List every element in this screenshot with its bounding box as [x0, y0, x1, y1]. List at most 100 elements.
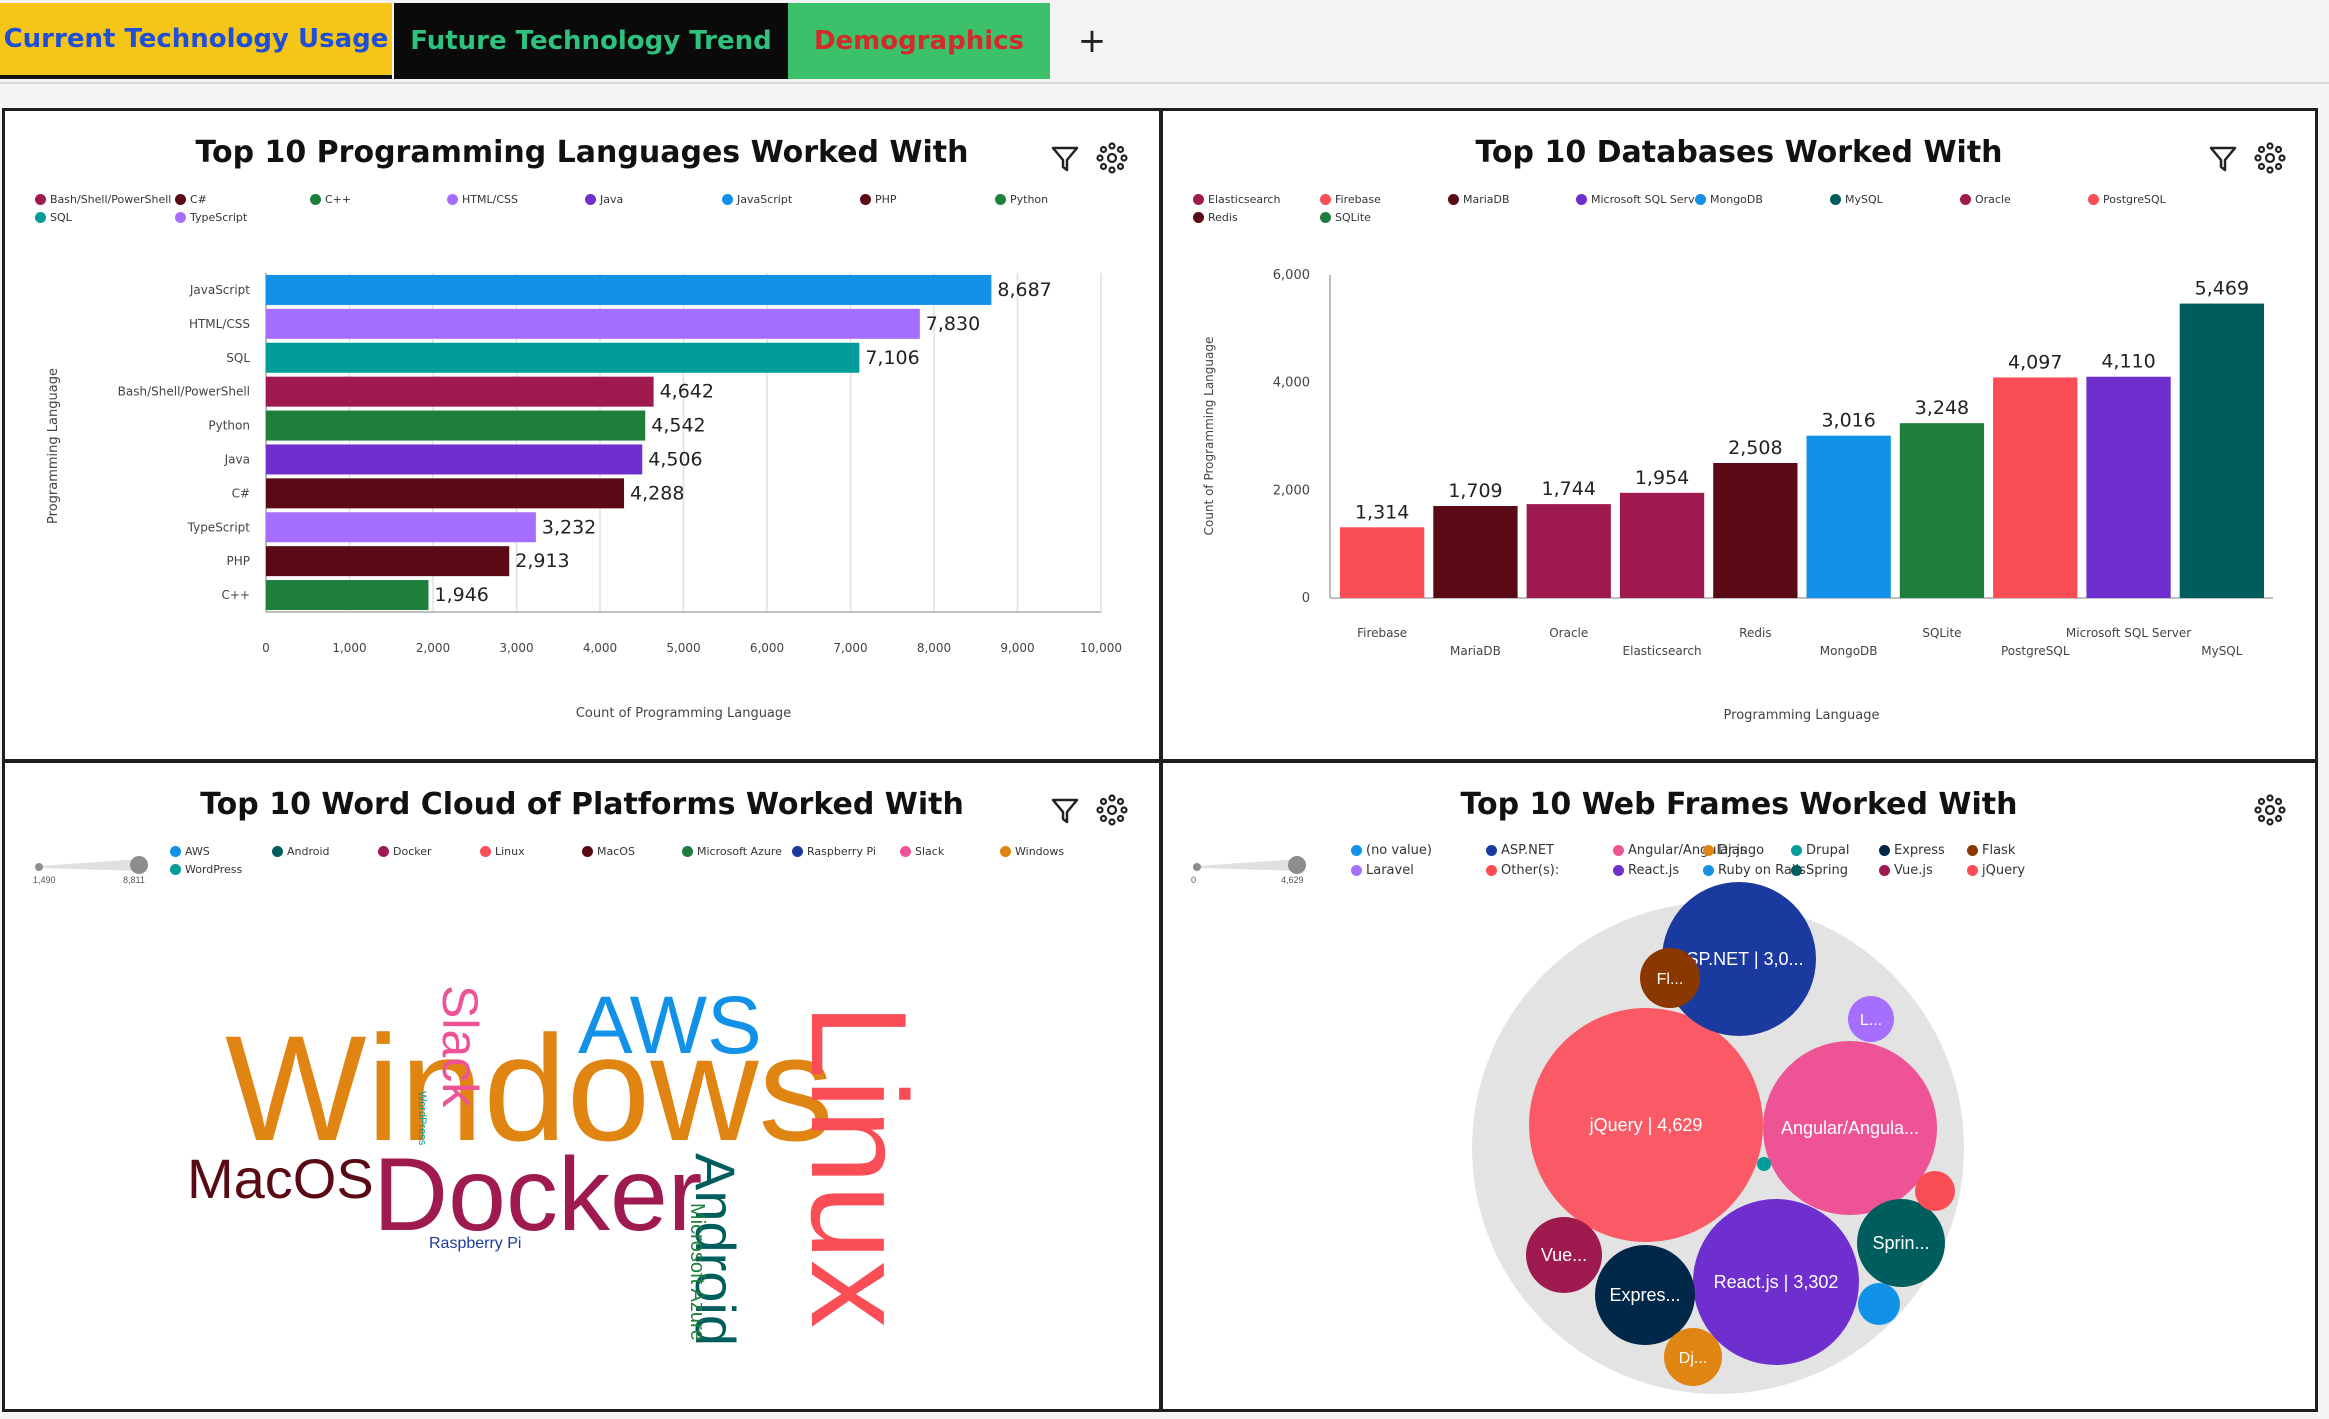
- legend-item-react-js[interactable]: React.js: [1613, 863, 1679, 878]
- legend-item-c[interactable]: C++: [310, 193, 351, 206]
- bubble-item-12[interactable]: [1757, 1157, 1771, 1171]
- settings-cluster-icon[interactable]: [2253, 793, 2287, 827]
- settings-cluster-icon[interactable]: [1095, 141, 1129, 175]
- legend-item-android[interactable]: Android: [272, 845, 330, 858]
- legend-item-typescript[interactable]: TypeScript: [175, 211, 247, 224]
- legend-item-drupal[interactable]: Drupal: [1791, 843, 1849, 858]
- bar-microsoft-sql-server[interactable]: [2086, 376, 2171, 598]
- legend-item-django[interactable]: Django: [1703, 843, 1764, 858]
- bar-elasticsearch[interactable]: [1619, 492, 1705, 598]
- bubble-expres[interactable]: [1595, 1245, 1695, 1345]
- word-microsoft-azure[interactable]: Microsoft Azure: [686, 1203, 708, 1341]
- word-macos[interactable]: MacOS: [187, 1147, 374, 1210]
- legend-item-macos[interactable]: MacOS: [582, 845, 635, 858]
- legend-item-mongodb[interactable]: MongoDB: [1695, 193, 1763, 206]
- bar-java[interactable]: [266, 444, 643, 475]
- bar-mongodb[interactable]: [1806, 435, 1891, 598]
- legend-item-oracle[interactable]: Oracle: [1960, 193, 2011, 206]
- bar-typescript[interactable]: [266, 512, 536, 543]
- legend-item-angular-angular-js[interactable]: Angular/Angular.js: [1613, 843, 1747, 858]
- legend-item-other-s[interactable]: Other(s):: [1486, 863, 1559, 878]
- word-aws[interactable]: AWS: [578, 980, 762, 1071]
- bar-mysql[interactable]: [2179, 303, 2264, 598]
- bar-firebase[interactable]: [1340, 527, 1425, 598]
- bar-javascript[interactable]: [266, 274, 992, 305]
- legend-item-express[interactable]: Express: [1879, 843, 1945, 858]
- settings-cluster-icon[interactable]: [1095, 793, 1129, 827]
- legend-item-mysql[interactable]: MySQL: [1830, 193, 1883, 206]
- size-range-slider[interactable]: 0 4,629: [1191, 851, 1311, 891]
- settings-cluster-icon[interactable]: [2253, 141, 2287, 175]
- legend-item-python[interactable]: Python: [995, 193, 1048, 206]
- legend-item-redis[interactable]: Redis: [1193, 211, 1238, 224]
- bubble-react-js[interactable]: [1693, 1199, 1859, 1365]
- add-tab-button[interactable]: +: [1062, 3, 1122, 79]
- bar-postgresql[interactable]: [1993, 377, 2078, 598]
- legend-item-mariadb[interactable]: MariaDB: [1448, 193, 1510, 206]
- bubble-item-11[interactable]: [1858, 1283, 1900, 1325]
- bar-c[interactable]: [266, 478, 625, 509]
- filter-icon[interactable]: [1048, 141, 1082, 175]
- legend-item-jquery[interactable]: jQuery: [1967, 863, 2025, 878]
- word-wordpress[interactable]: WordPress: [416, 1091, 428, 1146]
- legend-item-elasticsearch[interactable]: Elasticsearch: [1193, 193, 1280, 206]
- bubble-dj[interactable]: [1664, 1328, 1722, 1386]
- legend-item-docker[interactable]: Docker: [378, 845, 432, 858]
- bubble-asp-net[interactable]: [1662, 882, 1816, 1036]
- bubble-angular-angula[interactable]: [1763, 1041, 1937, 1215]
- bar-redis[interactable]: [1713, 462, 1798, 598]
- bubble-fl[interactable]: [1640, 948, 1700, 1008]
- legend-item-raspberry-pi[interactable]: Raspberry Pi: [792, 845, 876, 858]
- legend-item-sqlite[interactable]: SQLite: [1320, 211, 1371, 224]
- legend-item-flask[interactable]: Flask: [1967, 843, 2015, 858]
- bar-bash-shell-powershell[interactable]: [266, 376, 654, 407]
- bubble-jquery[interactable]: [1529, 1008, 1763, 1242]
- legend-item-java[interactable]: Java: [585, 193, 623, 206]
- size-range-slider[interactable]: 1,490 8,811: [33, 851, 153, 891]
- legend-item-c[interactable]: C#: [175, 193, 207, 206]
- bar-c[interactable]: [266, 580, 429, 611]
- filter-icon[interactable]: [2206, 141, 2240, 175]
- legend-item-bash-shell-powershell[interactable]: Bash/Shell/PowerShell: [35, 193, 171, 206]
- legend-item-ruby-on-rails[interactable]: Ruby on Rails: [1703, 863, 1806, 878]
- bar-sqlite[interactable]: [1899, 423, 1985, 598]
- word-docker[interactable]: Docker: [373, 1137, 703, 1253]
- legend-item-sql[interactable]: SQL: [35, 211, 72, 224]
- legend-item-html-css[interactable]: HTML/CSS: [447, 193, 518, 206]
- tab-future-technology-trend[interactable]: Future Technology Trend: [394, 3, 788, 79]
- legend-item-aws[interactable]: AWS: [170, 845, 210, 858]
- legend-item-postgresql[interactable]: PostgreSQL: [2088, 193, 2166, 206]
- legend-item-firebase[interactable]: Firebase: [1320, 193, 1381, 206]
- bubble-sprin[interactable]: [1857, 1199, 1945, 1287]
- bar-mariadb[interactable]: [1433, 505, 1518, 598]
- legend-item-spring[interactable]: Spring: [1791, 863, 1848, 878]
- bar-html-css[interactable]: [266, 308, 920, 339]
- word-linux[interactable]: Linux: [783, 1003, 935, 1329]
- bubble-item-10[interactable]: [1915, 1171, 1955, 1211]
- bar-python[interactable]: [266, 410, 646, 441]
- bubble-l[interactable]: [1848, 996, 1894, 1042]
- legend-item-laravel[interactable]: Laravel: [1351, 863, 1414, 878]
- legend-item-windows[interactable]: Windows: [1000, 845, 1064, 858]
- legend-item-javascript[interactable]: JavaScript: [722, 193, 792, 206]
- legend-item-slack[interactable]: Slack: [900, 845, 944, 858]
- legend-item-no-value[interactable]: (no value): [1351, 843, 1432, 858]
- tab-label: Future Technology Trend: [410, 26, 772, 56]
- filter-icon[interactable]: [1048, 793, 1082, 827]
- legend-item-microsoft-sql-server[interactable]: Microsoft SQL Server: [1576, 193, 1706, 206]
- legend-item-asp-net[interactable]: ASP.NET: [1486, 843, 1554, 858]
- tab-current-technology-usage[interactable]: Current Technology Usage: [0, 3, 392, 79]
- bar-sql[interactable]: [266, 342, 860, 373]
- legend-item-wordpress[interactable]: WordPress: [170, 863, 242, 876]
- bar-php[interactable]: [266, 546, 510, 577]
- legend-item-vue-js[interactable]: Vue.js: [1879, 863, 1933, 878]
- word-slack[interactable]: Slack: [432, 985, 488, 1108]
- legend-item-php[interactable]: PHP: [860, 193, 897, 206]
- word-windows[interactable]: Windows: [225, 1004, 834, 1172]
- bar-oracle[interactable]: [1526, 504, 1611, 598]
- legend-item-microsoft-azure[interactable]: Microsoft Azure: [682, 845, 782, 858]
- word-raspberry-pi[interactable]: Raspberry Pi: [429, 1235, 522, 1252]
- legend-item-linux[interactable]: Linux: [480, 845, 525, 858]
- bubble-vue[interactable]: [1526, 1217, 1602, 1293]
- tab-demographics[interactable]: Demographics: [788, 3, 1050, 79]
